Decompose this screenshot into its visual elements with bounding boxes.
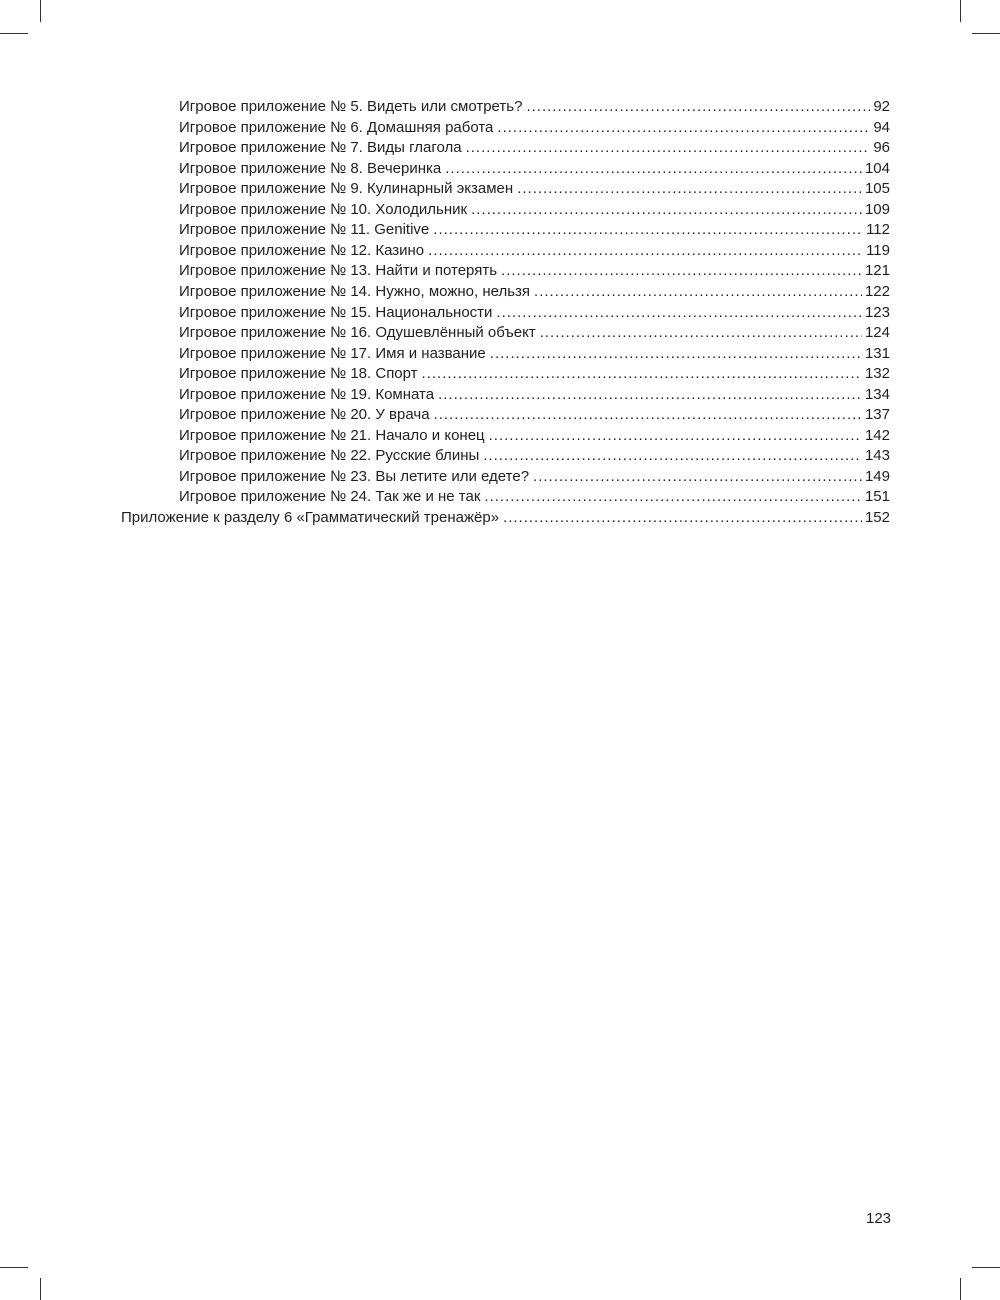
- toc-entry-page: 134: [864, 385, 890, 403]
- toc-entry-title: Игровое приложение № 17. Имя и название: [179, 344, 486, 362]
- toc-entry-page: 124: [864, 324, 890, 342]
- toc-entry-title: Игровое приложение № 20. У врача: [179, 406, 430, 424]
- dot-leader: [501, 261, 862, 281]
- toc-entry-title: Игровое приложение № 6. Домашняя работа: [179, 118, 494, 136]
- dot-leader: [438, 385, 862, 405]
- toc-entry-title: Игровое приложение № 19. Комната: [179, 385, 435, 403]
- dot-leader: [484, 487, 862, 507]
- dot-leader: [517, 179, 862, 199]
- toc-entry: Приложение к разделу 6 «Грамматический т…: [121, 508, 890, 528]
- toc-entry: Игровое приложение № 14. Нужно, можно, н…: [179, 282, 890, 302]
- toc-entry: Игровое приложение № 12. Казино 119: [179, 241, 890, 261]
- toc-entry-page: 131: [864, 344, 890, 362]
- toc-entry-title: Игровое приложение № 5. Видеть или смотр…: [179, 98, 523, 115]
- dot-leader: [534, 282, 862, 302]
- toc-entry: Игровое приложение № 20. У врача 137: [179, 405, 890, 425]
- toc-entry-title: Игровое приложение № 13. Найти и потерят…: [179, 262, 498, 280]
- toc-entry-title: Игровое приложение № 18. Спорт: [179, 365, 418, 383]
- toc-entry-title: Приложение к разделу 6 «Грамматический т…: [121, 509, 500, 526]
- toc-entry-title: Игровое приложение № 14. Нужно, можно, н…: [179, 282, 531, 300]
- crop-mark: [0, 33, 28, 34]
- toc-entry: Игровое приложение № 9. Кулинарный экзам…: [179, 179, 890, 199]
- toc-entry: Игровое приложение № 17. Имя и название 1…: [179, 344, 890, 364]
- dot-leader: [496, 303, 862, 323]
- toc-entry: Игровое приложение № 6. Домашняя работа 9…: [179, 118, 890, 138]
- toc-entry: Игровое приложение № 10. Холодильник 109: [179, 200, 890, 220]
- toc-entry-title: Игровое приложение № 12. Казино: [179, 241, 425, 259]
- toc-entry: Игровое приложение № 11. Genitive 112: [179, 220, 890, 240]
- toc-entry-page: 109: [864, 200, 890, 218]
- dot-leader: [471, 200, 862, 220]
- toc-entry-title: Игровое приложение № 10. Холодильник: [179, 200, 468, 218]
- toc-entry-page: 142: [864, 426, 890, 444]
- toc-entry: Игровое приложение № 7. Виды глагола 96: [179, 138, 890, 158]
- toc-entry-page: 92: [873, 98, 890, 115]
- dot-leader: [433, 220, 863, 240]
- crop-mark: [40, 0, 41, 22]
- toc-entry: Игровое приложение № 21. Начало и конец 1…: [179, 426, 890, 446]
- toc-entry-page: 96: [873, 139, 890, 157]
- toc-entry-title: Игровое приложение № 23. Вы летите или е…: [179, 467, 530, 485]
- toc-entry-title: Игровое приложение № 9. Кулинарный экзам…: [179, 180, 514, 198]
- toc-entry: Игровое приложение № 24. Так же и не так…: [179, 487, 890, 507]
- dot-leader: [540, 323, 862, 343]
- toc-entry-title: Игровое приложение № 22. Русские блины: [179, 447, 480, 465]
- dot-leader: [526, 97, 870, 117]
- toc-entry-page: 112: [866, 221, 890, 239]
- dot-leader: [445, 159, 862, 179]
- toc-entry: Игровое приложение № 15. Национальности 1…: [179, 303, 890, 323]
- dot-leader: [497, 118, 870, 138]
- toc-entry-page: 105: [864, 180, 890, 198]
- toc-entry: Игровое приложение № 18. Спорт 132: [179, 364, 890, 384]
- toc-entry-title: Игровое приложение № 21. Начало и конец: [179, 426, 485, 444]
- toc-entry-page: 104: [864, 159, 890, 177]
- dot-leader: [490, 344, 862, 364]
- toc-entry-page: 152: [864, 509, 890, 526]
- dot-leader: [533, 467, 862, 487]
- toc-entry: Игровое приложение № 19. Комната 134: [179, 385, 890, 405]
- dot-leader: [434, 405, 862, 425]
- toc-entry: Игровое приложение № 13. Найти и потерят…: [179, 261, 890, 281]
- toc-entry-title: Игровое приложение № 15. Национальности: [179, 303, 493, 321]
- toc-entry-page: 132: [864, 365, 890, 383]
- crop-mark: [40, 1278, 41, 1300]
- dot-leader: [422, 364, 862, 384]
- toc-entry: Игровое приложение № 8. Вечеринка 104: [179, 159, 890, 179]
- toc-entry-title: Игровое приложение № 7. Виды глагола: [179, 139, 462, 157]
- dot-leader: [428, 241, 863, 261]
- toc-entry-title: Игровое приложение № 11. Genitive: [179, 221, 430, 239]
- toc-entry-page: 149: [864, 467, 890, 485]
- toc-entry-page: 137: [864, 406, 890, 424]
- toc-entry: Игровое приложение № 16. Одушевлённый об…: [179, 323, 890, 343]
- toc-entry-page: 143: [864, 447, 890, 465]
- page-number: 123: [866, 1210, 892, 1227]
- dot-leader: [489, 426, 862, 446]
- crop-mark: [972, 33, 1000, 34]
- toc-entry-page: 94: [873, 118, 890, 136]
- dot-leader: [483, 446, 862, 466]
- toc-entry-page: 123: [864, 303, 890, 321]
- dot-leader: [503, 508, 862, 528]
- toc-entry-page: 119: [866, 241, 890, 259]
- crop-mark: [960, 1278, 961, 1300]
- toc-entry: Игровое приложение № 22. Русские блины 14…: [179, 446, 890, 466]
- toc-entry-title: Игровое приложение № 16. Одушевлённый об…: [179, 324, 536, 342]
- toc-entry: Игровое приложение № 23. Вы летите или е…: [179, 467, 890, 487]
- toc-entry-page: 151: [864, 488, 890, 506]
- toc-entry-page: 121: [864, 262, 890, 280]
- toc-entry: Игровое приложение № 5. Видеть или смотр…: [179, 97, 890, 117]
- toc-entry-page: 122: [864, 282, 890, 300]
- crop-mark: [0, 1267, 28, 1268]
- toc-entry-title: Игровое приложение № 8. Вечеринка: [179, 159, 442, 177]
- crop-mark: [960, 0, 961, 22]
- dot-leader: [466, 138, 871, 158]
- crop-mark: [972, 1267, 1000, 1268]
- toc-entry-title: Игровое приложение № 24. Так же и не так: [179, 488, 481, 506]
